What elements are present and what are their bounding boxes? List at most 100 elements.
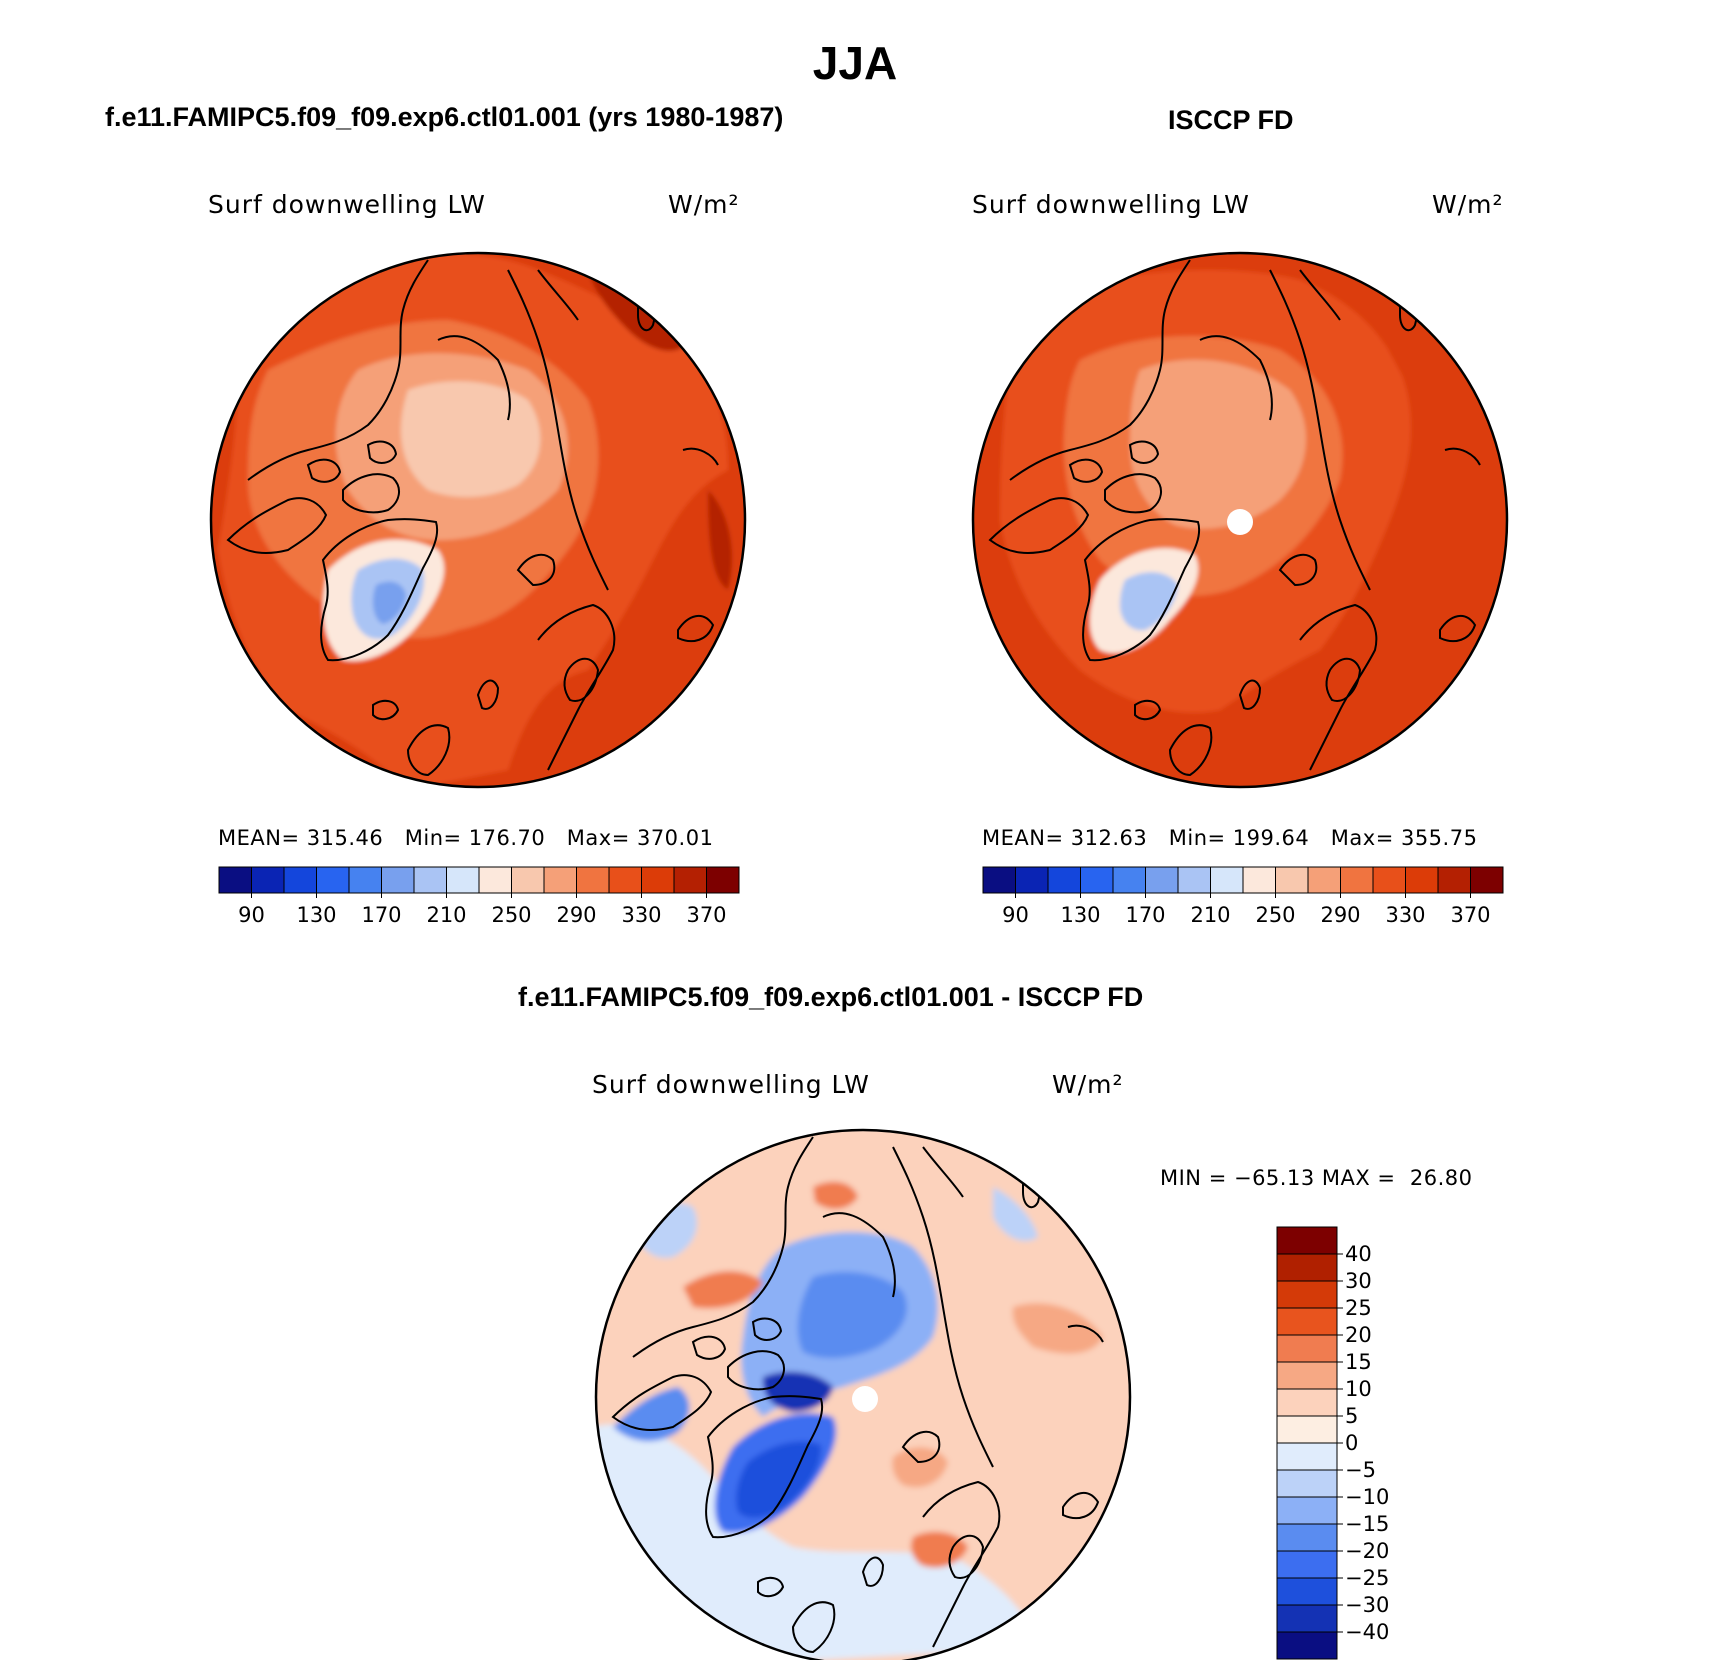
diff-field-greenland-neg30 xyxy=(736,1441,822,1518)
diff-colorbar-swatch xyxy=(1276,1442,1338,1471)
model-variable-label: Surf downwelling LW xyxy=(208,190,486,219)
diff-colorbar-tick-label: −10 xyxy=(1345,1485,1389,1509)
model-colorbar-swatch xyxy=(316,866,350,894)
obs-field-270 xyxy=(1130,359,1307,529)
diff-minmax: MIN = −65.13 MAX = 26.80 xyxy=(1160,1166,1473,1190)
diff-colorbar-tick-label: 20 xyxy=(1345,1323,1372,1347)
model-colorbar-swatch xyxy=(608,866,642,894)
diff-colorbar-tick-label: −40 xyxy=(1345,1620,1389,1644)
model-colorbar-tick-label: 210 xyxy=(426,903,466,927)
obs-colorbar-swatch xyxy=(1112,866,1146,894)
diff-field-neg20 xyxy=(797,1272,907,1359)
diff-field-15 xyxy=(683,1271,763,1309)
diff-variable-label: Surf downwelling LW xyxy=(592,1070,870,1099)
model-colorbar-tick-label: 170 xyxy=(361,903,401,927)
model-units-label: W/m² xyxy=(668,190,740,219)
model-colorbar-tick-label: 370 xyxy=(686,903,726,927)
obs-colorbar-tick-label: 90 xyxy=(1002,903,1029,927)
diff-pole-hole xyxy=(852,1386,878,1412)
diff-colorbar-tick-label: −20 xyxy=(1345,1539,1389,1563)
model-colorbar-swatch xyxy=(706,866,740,894)
obs-colorbar-swatch xyxy=(1372,866,1406,894)
diff-map-border xyxy=(594,1128,1132,1660)
obs-colorbar-swatch xyxy=(1275,866,1309,894)
obs-colorbar-swatch xyxy=(1405,866,1439,894)
diff-colorbar-swatch xyxy=(1276,1280,1338,1309)
diff-colorbar-swatch xyxy=(1276,1226,1338,1255)
model-colorbar-swatch xyxy=(446,866,480,894)
diff-field-10 xyxy=(1012,1303,1103,1354)
obs-colorbar-swatch xyxy=(1242,866,1276,894)
obs-colorbar-swatch xyxy=(1047,866,1081,894)
obs-colorbar-tick-label: 330 xyxy=(1385,903,1425,927)
model-map-border xyxy=(209,251,747,789)
main-title: JJA xyxy=(812,37,898,89)
diff-colorbar-swatch xyxy=(1276,1631,1338,1660)
diff-colorbar-swatch xyxy=(1276,1577,1338,1606)
obs-units-label: W/m² xyxy=(1432,190,1504,219)
diff-colorbar-swatch xyxy=(1276,1361,1338,1390)
obs-colorbar-swatch xyxy=(1437,866,1471,894)
obs-colorbar-swatch xyxy=(1015,866,1049,894)
diff-colorbar-tick-label: 0 xyxy=(1345,1431,1358,1455)
diff-colorbar-swatch xyxy=(1276,1550,1338,1579)
diff-colorbar-swatch xyxy=(1276,1604,1338,1633)
model-colorbar-swatch xyxy=(511,866,545,894)
model-field-250 xyxy=(400,381,541,497)
diff-colorbar-tick-label: 5 xyxy=(1345,1404,1358,1428)
model-colorbar-swatch xyxy=(348,866,382,894)
diff-polar-map xyxy=(594,1128,1132,1660)
obs-field-330b xyxy=(1350,270,1480,490)
model-colorbar-swatch xyxy=(218,866,252,894)
diff-field-15b xyxy=(813,1181,858,1209)
model-colorbar-swatch xyxy=(283,866,317,894)
diff-panel-title: f.e11.FAMIPC5.f09_f09.exp6.ctl01.001 - I… xyxy=(518,982,1144,1012)
model-colorbar: 90 130 170 210 250 290 330 370 xyxy=(218,866,740,927)
obs-colorbar-swatch xyxy=(1080,866,1114,894)
model-polar-map xyxy=(209,251,747,789)
diff-colorbar-swatch xyxy=(1276,1469,1338,1498)
obs-stats: MEAN= 312.63 Min= 199.64 Max= 355.75 xyxy=(982,826,1478,850)
model-stats: MEAN= 315.46 Min= 176.70 Max= 370.01 xyxy=(218,826,714,850)
obs-variable-label: Surf downwelling LW xyxy=(972,190,1250,219)
diff-field-15c xyxy=(911,1531,968,1568)
obs-colorbar-swatch xyxy=(1340,866,1374,894)
diff-colorbar: 40 30 25 20 15 10 5 0 −5 −10 −15 −20 −25 −30 −40 xyxy=(1276,1226,1389,1660)
diff-colorbar-tick-label: 25 xyxy=(1345,1296,1372,1320)
diff-colorbar-swatch xyxy=(1276,1496,1338,1525)
diff-colorbar-swatch xyxy=(1276,1334,1338,1363)
obs-colorbar-tick-label: 170 xyxy=(1125,903,1165,927)
diff-colorbar-swatch xyxy=(1276,1523,1338,1552)
diff-colorbar-tick-label: 15 xyxy=(1345,1350,1372,1374)
obs-colorbar-tick-label: 370 xyxy=(1450,903,1490,927)
obs-colorbar-tick-label: 250 xyxy=(1255,903,1295,927)
model-colorbar-swatch xyxy=(381,866,415,894)
model-field-greenland-170 xyxy=(372,581,406,624)
model-colorbar-swatch xyxy=(478,866,512,894)
obs-colorbar-swatch xyxy=(1145,866,1179,894)
model-colorbar-tick-label: 250 xyxy=(491,903,531,927)
model-colorbar-tick-label: 290 xyxy=(556,903,596,927)
model-panel-title: f.e11.FAMIPC5.f09_f09.exp6.ctl01.001 (yr… xyxy=(105,102,784,132)
diff-colorbar-swatch xyxy=(1276,1253,1338,1282)
obs-colorbar: 90 130 170 210 250 290 330 370 xyxy=(982,866,1504,927)
diff-colorbar-tick-label: −5 xyxy=(1345,1458,1376,1482)
diff-colorbar-swatch xyxy=(1276,1307,1338,1336)
diff-field-neg10b xyxy=(993,1187,1038,1241)
obs-colorbar-swatch xyxy=(1307,866,1341,894)
obs-colorbar-swatch xyxy=(1470,866,1504,894)
obs-coastlines xyxy=(988,259,1481,777)
obs-colorbar-swatch xyxy=(1177,866,1211,894)
diff-colorbar-tick-label: −30 xyxy=(1345,1593,1389,1617)
diff-units-label: W/m² xyxy=(1052,1070,1124,1099)
model-field-350b xyxy=(708,490,732,590)
model-colorbar-tick-label: 330 xyxy=(621,903,661,927)
diff-colorbar-tick-label: 30 xyxy=(1345,1269,1372,1293)
obs-pole-hole xyxy=(1227,509,1253,535)
obs-colorbar-swatch xyxy=(1210,866,1244,894)
diff-field-archipelago-neg40 xyxy=(762,1371,833,1412)
model-colorbar-swatch xyxy=(576,866,610,894)
model-colorbar-swatch xyxy=(413,866,447,894)
model-colorbar-swatch xyxy=(251,866,285,894)
obs-panel-title: ISCCP FD xyxy=(1168,105,1294,135)
